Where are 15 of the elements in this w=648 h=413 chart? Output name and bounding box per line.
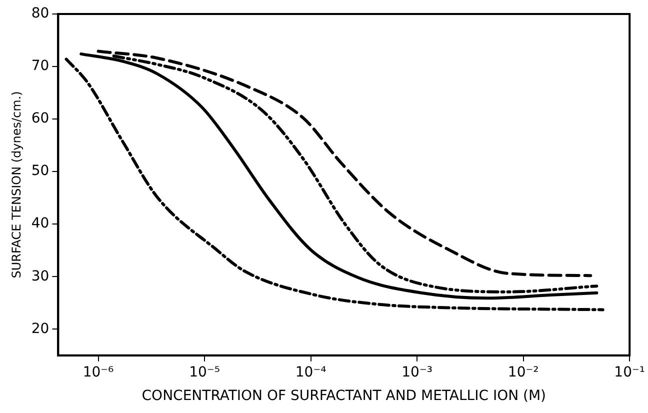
x-axis-title: CONCENTRATION OF SURFACTANT AND METALLIC ION (M) bbox=[142, 388, 546, 404]
x-tick-label: 10⁻⁴ bbox=[295, 364, 327, 380]
x-tick-label: 10⁻³ bbox=[402, 364, 432, 380]
y-tick-label: 40 bbox=[31, 216, 50, 232]
y-axis-title: SURFACE TENSION (dynes/cm.) bbox=[9, 91, 24, 278]
y-tick-label: 80 bbox=[31, 6, 50, 22]
y-tick-label: 30 bbox=[31, 268, 50, 284]
y-tick-label: 20 bbox=[31, 320, 50, 337]
x-tick-label: 10⁻¹ bbox=[614, 364, 646, 380]
y-tick-label: 50 bbox=[31, 163, 50, 180]
x-tick-label: 10⁻⁵ bbox=[189, 364, 220, 380]
x-tick-label: 10⁻⁶ bbox=[82, 364, 114, 380]
x-tick-label: 10⁻² bbox=[508, 364, 539, 380]
y-tick-label: 60 bbox=[31, 110, 50, 127]
y-tick-label: 70 bbox=[31, 58, 50, 74]
